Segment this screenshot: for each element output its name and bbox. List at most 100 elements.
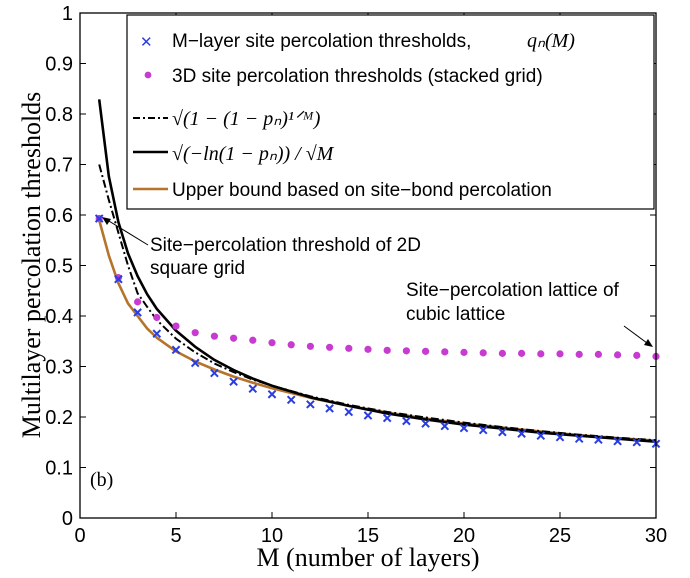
annotation-2d-arrow (103, 217, 149, 246)
y-tick-label: 0.9 (45, 54, 73, 76)
annotations: Site−percolation threshold of 2D square … (102, 217, 653, 347)
annotation-2d-line2: square grid (150, 258, 245, 279)
y-tick-label: 0.3 (45, 357, 73, 379)
panel-label: (b) (90, 469, 113, 491)
data-point-x (536, 431, 546, 440)
data-point-x (286, 395, 296, 405)
data-point-x (440, 421, 450, 431)
data-point-x (613, 436, 622, 446)
series-layer (94, 99, 661, 449)
legend-entry-mlayer: ✕ M−layer site percolation thresholds, q… (140, 30, 575, 52)
data-point-x (267, 389, 277, 399)
data-point-dot (172, 322, 180, 330)
series-3 (97, 99, 657, 443)
series-line (98, 164, 657, 442)
data-point-dot (191, 329, 199, 337)
data-point-dot (383, 346, 391, 354)
legend-entry-formula2: √(−ln(1 − pₙ)) / √M (133, 143, 335, 165)
legend-math-formula2: √(−ln(1 − pₙ)) / √M (172, 143, 335, 165)
y-tick-label: 0.5 (45, 256, 73, 278)
y-tick-label: 0.6 (45, 205, 73, 227)
x-tick-label: 10 (261, 525, 283, 547)
y-tick-label: 0.4 (45, 306, 73, 328)
y-tick-label: 0.1 (45, 458, 73, 480)
legend-math-formula1: √(1 − (1 − pₙ)¹ᐟᴹ) (172, 108, 321, 130)
annotation-cubic-arrowhead (644, 339, 653, 347)
series-line (97, 99, 657, 443)
data-point-dot (153, 313, 161, 322)
data-point-x (363, 411, 373, 420)
annotation-2d-arrowhead (102, 217, 111, 225)
x-axis-title: M (number of layers) (256, 543, 479, 572)
data-point-dot (306, 342, 314, 350)
series-2 (98, 164, 657, 442)
data-point-dot (134, 298, 142, 306)
data-point-x (210, 368, 219, 378)
data-point-x (498, 427, 507, 437)
data-point-x (517, 429, 526, 438)
data-point-x (478, 425, 488, 435)
legend: ✕ M−layer site percolation thresholds, q… (126, 14, 655, 210)
data-point-x (94, 214, 104, 223)
series-1 (95, 214, 660, 360)
y-tick-label: 0 (62, 508, 73, 530)
data-point-dot (594, 350, 603, 358)
data-point-x (594, 435, 603, 445)
data-point-x (133, 308, 142, 317)
annotation-cubic-line2: cubic lattice (406, 304, 505, 325)
data-point-x (402, 416, 411, 426)
legend-label-mlayer: M−layer site percolation thresholds, (172, 31, 471, 52)
x-tick-label: 5 (170, 525, 181, 547)
data-point-dot (230, 334, 238, 342)
data-point-x (248, 384, 258, 394)
data-point-dot (287, 341, 295, 349)
y-tick-label: 0.2 (45, 407, 73, 429)
data-point-dot (402, 347, 410, 355)
y-axis-title: Multilayer percolation thresholds (17, 92, 46, 439)
x-tick-label: 15 (357, 525, 379, 547)
legend-label-upper-bound: Upper bound based on site−bond percolati… (172, 180, 552, 201)
y-tick-label: 0.8 (45, 104, 73, 126)
legend-entry-3d: 3D site percolation thresholds (stacked … (144, 66, 543, 87)
data-point-x (382, 413, 392, 423)
data-point-dot (614, 351, 622, 359)
legend-marker-x: ✕ (140, 33, 153, 51)
data-point-x (171, 345, 181, 355)
data-point-dot (114, 274, 122, 282)
data-point-x (421, 419, 430, 428)
x-tick-label: 20 (453, 525, 475, 547)
y-tick-label: 0.7 (45, 155, 73, 177)
data-point-dot (479, 349, 487, 357)
legend-entry-formula1: √(1 − (1 − pₙ)¹ᐟᴹ) (133, 108, 321, 130)
data-point-x (152, 329, 162, 338)
data-point-x (555, 432, 565, 442)
data-point-dot (268, 339, 276, 347)
annotation-cubic-line1: Site−percolation lattice of (406, 280, 620, 301)
legend-entry-upper-bound: Upper bound based on site−bond percolati… (133, 180, 552, 201)
data-point-x (459, 423, 469, 433)
data-point-dot (633, 351, 641, 359)
data-point-dot (364, 345, 372, 353)
data-point-dot (441, 348, 449, 356)
data-point-dot (422, 347, 430, 355)
legend-marker-dot (144, 71, 152, 79)
data-point-dot (460, 348, 468, 356)
legend-math-qc: qₙ(M) (527, 30, 575, 52)
x-tick-label: 0 (74, 525, 85, 547)
data-point-x (114, 274, 123, 284)
y-tick-label: 1 (62, 3, 73, 25)
legend-box (126, 14, 655, 210)
data-point-x (632, 437, 642, 447)
data-point-dot (575, 350, 583, 358)
data-point-dot (345, 344, 353, 352)
data-point-x (344, 407, 354, 417)
x-tick-label: 25 (549, 525, 571, 547)
legend-label-3d: 3D site percolation thresholds (stacked … (172, 66, 543, 87)
data-point-dot (210, 332, 218, 340)
axis-ticks: 0 5 10 15 20 25 30 0 0.1 0.2 0.3 0.4 0.5 0.6 0.7 0.8 0.9… (45, 3, 667, 547)
data-point-x (306, 400, 315, 409)
data-point-x (229, 377, 238, 386)
data-point-x (574, 434, 584, 444)
series-0 (94, 214, 661, 449)
